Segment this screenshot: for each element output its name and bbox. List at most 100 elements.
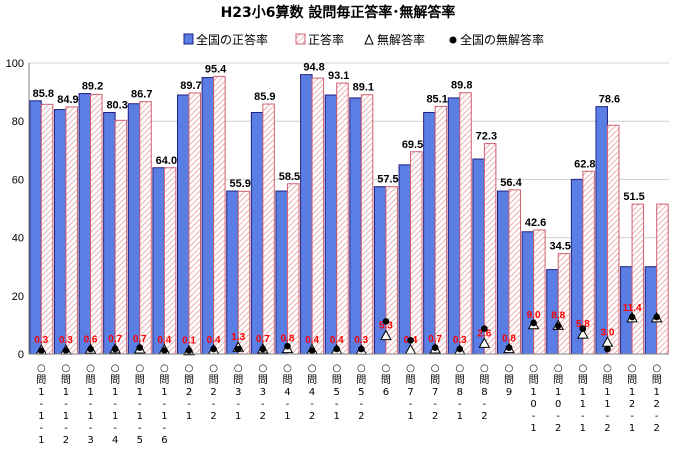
correct-bar	[410, 151, 423, 355]
national-correct-bar	[447, 97, 461, 355]
no-answer-value-label: 0.7	[256, 334, 270, 345]
national-no-answer-marker	[38, 347, 45, 355]
national-correct-bar	[78, 93, 92, 355]
national-no-answer-marker	[210, 345, 217, 353]
national-correct-bar	[324, 94, 338, 355]
x-tick-label: ○問 1 0 -2	[553, 363, 563, 434]
no-answer-marker	[576, 328, 589, 339]
national-correct-bar	[127, 103, 141, 355]
national-no-answer-marker	[136, 344, 144, 351]
x-tick-label: ○問 1 1 -1	[578, 363, 588, 434]
correct-value-label: 62.8	[574, 158, 595, 170]
correct-bar	[533, 229, 546, 355]
correct-value-label: 85.1	[426, 93, 447, 105]
national-no-answer-marker	[481, 325, 488, 333]
y-tick-label: 0	[18, 349, 24, 361]
correct-bar	[360, 94, 374, 355]
national-correct-bar	[595, 106, 608, 355]
x-tick-label: ○問 9	[504, 363, 514, 398]
no-answer-value-label: 0.6	[84, 334, 98, 345]
national-no-answer-marker	[62, 347, 70, 354]
correct-value-label: 93.1	[328, 70, 349, 82]
correct-value-label: 64.0	[156, 155, 177, 167]
correct-bar	[114, 119, 128, 355]
correct-bar	[656, 203, 669, 355]
correct-value-label: 89.8	[451, 80, 472, 92]
correct-value-label: 94.8	[303, 62, 324, 74]
national-no-answer-marker	[530, 319, 537, 327]
national-correct-bar	[103, 111, 116, 355]
correct-value-label: 89.2	[82, 81, 103, 93]
correct-bar	[631, 203, 645, 355]
correct-value-label: 55.9	[230, 178, 251, 190]
national-no-answer-marker	[308, 347, 316, 354]
no-answer-value-label: 0.4	[305, 335, 319, 346]
no-answer-value-label: 0.8	[502, 334, 516, 345]
correct-bar	[188, 92, 201, 355]
correct-bar	[65, 106, 78, 355]
correct-bar	[40, 103, 54, 355]
x-tick-label: ○問 3 -2	[258, 363, 268, 422]
national-correct-bar	[250, 111, 264, 355]
national-no-answer-marker	[382, 318, 390, 325]
correct-value-label: 69.5	[402, 139, 423, 151]
x-tick-label: ○問 1 -1 -4	[110, 363, 120, 446]
national-correct-bar	[497, 190, 510, 355]
x-tick-label: ○問 1 0 -1	[529, 363, 539, 434]
x-tick-label: ○問 4 -2	[307, 363, 317, 422]
x-tick-label: ○問 1 -1 -5	[135, 363, 145, 446]
correct-value-label: 95.4	[205, 63, 227, 75]
y-tick-label: 60	[12, 174, 24, 186]
correct-bar	[90, 93, 103, 355]
no-answer-value-label: 0.7	[428, 334, 442, 345]
correct-bar	[163, 167, 177, 355]
x-tick-label: ○問 7 -1	[406, 363, 416, 422]
no-answer-value-label: 0.3	[34, 335, 48, 346]
correct-bar	[286, 183, 300, 355]
national-no-answer-marker	[431, 344, 439, 351]
x-tick-label: ○問 8 -2	[479, 363, 489, 422]
no-answer-value-label: 8.8	[551, 310, 565, 321]
x-tick-label: ○問 2 -2	[209, 363, 219, 422]
legend-swatch-no-answer	[364, 33, 374, 45]
no-answer-value-label: 0.4	[330, 335, 344, 346]
national-correct-bar	[521, 231, 535, 355]
correct-value-label: 51.5	[623, 191, 644, 203]
x-tick-label: ○問 1 -1 -2	[61, 363, 71, 446]
correct-bar	[336, 82, 349, 355]
legend-swatch-national-correct	[183, 33, 194, 45]
no-answer-value-label: 0.1	[182, 336, 196, 347]
correct-bar	[508, 189, 521, 355]
no-answer-value-label: 2.6	[477, 328, 491, 339]
national-no-answer-marker	[628, 313, 636, 321]
national-correct-bar	[472, 158, 485, 355]
no-answer-marker	[478, 337, 491, 348]
y-tick-label: 80	[12, 116, 24, 128]
national-no-answer-marker	[234, 345, 242, 353]
x-tick-label: ○問 6	[381, 363, 391, 398]
no-answer-value-label: 3.0	[601, 327, 615, 338]
correct-value-label: 57.5	[377, 174, 398, 186]
national-correct-bar	[152, 167, 165, 355]
x-tick-label: ○問 1 -1 -3	[86, 363, 96, 446]
x-tick-label: ○問 4 -1	[282, 363, 292, 422]
y-tick-label: 100	[6, 58, 24, 70]
correct-value-label: 86.7	[131, 89, 152, 101]
x-tick-label: ○問 1 2 -1	[627, 363, 637, 434]
national-no-answer-marker	[185, 347, 193, 354]
national-correct-bar	[275, 190, 288, 355]
correct-bar	[459, 92, 472, 355]
national-correct-bar	[226, 190, 239, 355]
x-tick-label: ○問 5 -2	[356, 363, 366, 422]
national-no-answer-marker	[358, 345, 365, 353]
no-answer-value-label: 9.0	[527, 310, 541, 321]
correct-value-label: 89.1	[353, 82, 374, 94]
correct-value-label: 58.5	[279, 171, 300, 183]
x-tick-label: ○問 5 -1	[332, 363, 342, 422]
x-tick-label: ○問 8 -1	[455, 363, 465, 422]
x-tick-label: ○問 1 1 -2	[602, 363, 612, 434]
correct-bar	[311, 77, 325, 355]
x-tick-label: ○問 1 2 -2	[652, 363, 662, 434]
correct-value-label: 85.8	[33, 88, 54, 100]
national-correct-bar	[349, 97, 362, 355]
